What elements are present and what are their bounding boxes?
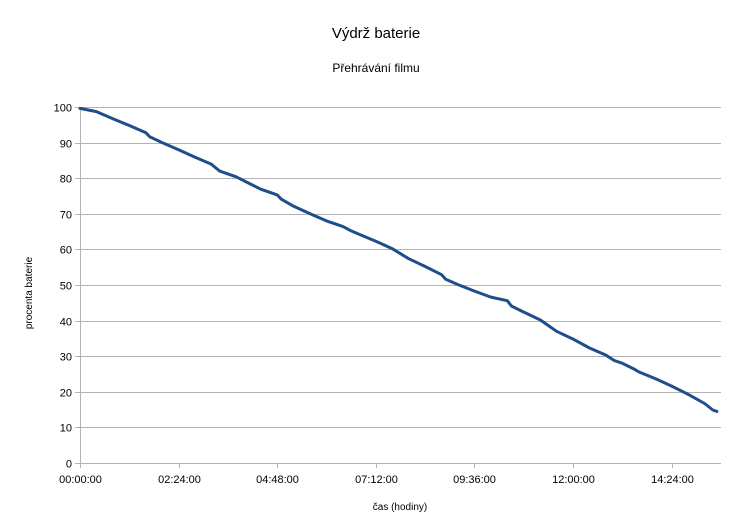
x-tick-label: 00:00:00 bbox=[59, 474, 102, 486]
grid-lines bbox=[75, 107, 721, 464]
x-tick-label: 04:48:00 bbox=[256, 474, 299, 486]
y-tick-label: 10 bbox=[60, 423, 72, 435]
y-tick-label: 100 bbox=[54, 103, 72, 115]
x-tick-label: 02:24:00 bbox=[158, 474, 201, 486]
x-tick-label: 12:00:00 bbox=[552, 474, 595, 486]
axes bbox=[80, 107, 673, 468]
chart-title: Výdrž baterie bbox=[332, 25, 420, 42]
y-tick-labels: 0 10 20 30 40 50 60 70 80 90 100 bbox=[54, 103, 72, 471]
x-axis-title: čas (hodiny) bbox=[373, 502, 427, 513]
y-tick-label: 40 bbox=[60, 317, 72, 329]
y-tick-label: 60 bbox=[60, 245, 72, 257]
chart-subtitle: Přehrávání filmu bbox=[332, 61, 419, 75]
y-tick-label: 30 bbox=[60, 352, 72, 364]
y-tick-label: 20 bbox=[60, 388, 72, 400]
y-tick-label: 50 bbox=[60, 281, 72, 293]
x-tick-labels: 00:00:00 02:24:00 04:48:00 07:12:00 09:36:00… bbox=[59, 474, 694, 486]
x-tick-label: 09:36:00 bbox=[453, 474, 496, 486]
x-tick-label: 07:12:00 bbox=[355, 474, 398, 486]
y-tick-label: 70 bbox=[60, 210, 72, 222]
y-tick-label: 90 bbox=[60, 139, 72, 151]
y-tick-label: 0 bbox=[66, 459, 72, 471]
y-tick-label: 80 bbox=[60, 174, 72, 186]
y-axis-title: procenta baterie bbox=[24, 256, 35, 329]
x-tick-label: 14:24:00 bbox=[651, 474, 694, 486]
series-line bbox=[78, 106, 719, 413]
series-group bbox=[78, 106, 719, 413]
